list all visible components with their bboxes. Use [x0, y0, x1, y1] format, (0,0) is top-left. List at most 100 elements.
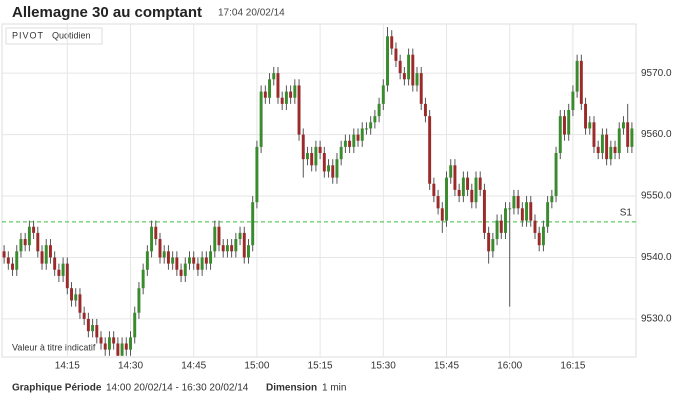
candle-body	[331, 165, 335, 178]
candle-body	[563, 116, 566, 135]
candle-body	[23, 239, 27, 246]
candle-body	[491, 239, 495, 252]
candle-body	[314, 146, 318, 166]
candle-body	[247, 245, 250, 258]
candle-body	[546, 202, 550, 227]
candle-body	[617, 128, 621, 154]
candle-body	[428, 116, 432, 184]
y-tick-label: 9540.0	[641, 252, 672, 263]
candle-body	[352, 134, 356, 147]
candle-body	[112, 337, 116, 344]
candle-body	[268, 79, 272, 98]
candle-body	[82, 312, 86, 319]
candle-body	[567, 110, 571, 135]
candle-body	[520, 208, 524, 221]
candle-body	[183, 263, 187, 276]
candle-body	[78, 294, 82, 313]
candle-body	[499, 220, 503, 233]
candle-body	[558, 116, 562, 154]
candle-body	[453, 165, 457, 190]
candle-body	[57, 269, 61, 276]
candle-body	[238, 232, 242, 240]
candle-body	[461, 177, 465, 197]
pivot-label: S1	[620, 207, 633, 218]
candle-body	[613, 146, 617, 154]
x-tick-label: 16:00	[497, 361, 522, 372]
candle-body	[402, 73, 406, 80]
candle-body	[529, 202, 533, 221]
candle-body	[116, 343, 120, 356]
x-tick-label: 15:00	[244, 361, 269, 372]
candle-body	[318, 146, 322, 154]
candle-body	[423, 103, 427, 117]
candle-body	[588, 122, 592, 129]
candle-body	[120, 343, 124, 356]
x-tick-label: 15:30	[371, 361, 396, 372]
candle-body	[36, 232, 40, 252]
candle-body	[373, 116, 377, 123]
candle-body	[70, 288, 73, 301]
candle-body	[158, 239, 162, 258]
candle-body	[263, 91, 267, 98]
candle-body	[449, 165, 453, 178]
candle-body	[322, 153, 326, 172]
x-tick-label: 15:15	[308, 361, 333, 372]
candle-body	[609, 146, 613, 160]
candle-body	[217, 226, 221, 246]
indicator-label: PIVOT	[12, 30, 44, 40]
candle-body	[65, 263, 69, 289]
candle-body	[225, 245, 229, 252]
candle-body	[327, 165, 331, 172]
candle-body	[457, 189, 461, 197]
candle-body	[230, 245, 234, 252]
chart-subtitle: 17:04 20/02/14	[218, 8, 285, 19]
candle-body	[310, 153, 314, 166]
y-tick-label: 9570.0	[641, 68, 672, 79]
candle-body	[592, 122, 596, 147]
plot-frame	[1, 23, 637, 358]
candle-body	[179, 269, 183, 276]
candle-body	[356, 134, 360, 141]
candle-body	[575, 60, 579, 92]
candle-body	[86, 318, 90, 332]
candle-body	[369, 122, 373, 129]
candle-body	[436, 196, 440, 209]
candle-body	[19, 239, 23, 252]
candle-body	[209, 251, 213, 264]
candle-body	[550, 196, 554, 203]
candle-body	[579, 60, 583, 104]
candle-body	[626, 122, 630, 147]
candle-body	[533, 220, 537, 233]
candle-body	[162, 251, 166, 258]
candle-body	[133, 312, 137, 338]
candle-body	[596, 146, 600, 154]
candle-body	[154, 226, 158, 240]
candle-body	[364, 128, 368, 130]
x-tick-label: 15:45	[434, 361, 459, 372]
candle-body	[466, 177, 470, 190]
candle-body	[196, 263, 200, 270]
candle-body	[343, 140, 347, 147]
candle-body	[204, 257, 208, 264]
candle-body	[61, 263, 65, 276]
candle-body	[48, 245, 52, 258]
candle-body	[27, 226, 31, 246]
footer-period: 14:00 20/02/14 - 16:30 20/02/14	[106, 383, 249, 394]
candle-body	[259, 91, 263, 147]
candle-body	[495, 220, 499, 240]
watermark: Valeur à titre indicatif	[12, 342, 96, 352]
candle-body	[213, 226, 217, 252]
candle-body	[272, 73, 276, 80]
candle-body	[99, 337, 103, 344]
candle-body	[301, 134, 305, 160]
candle-body	[129, 337, 132, 350]
candle-body	[415, 73, 419, 86]
candle-body	[141, 269, 145, 289]
candle-body	[605, 134, 609, 160]
candle-body	[221, 245, 225, 252]
candle-body	[487, 232, 491, 252]
candle-body	[103, 343, 107, 350]
candle-body	[150, 226, 154, 252]
footer-dimension: 1 min	[322, 383, 346, 394]
